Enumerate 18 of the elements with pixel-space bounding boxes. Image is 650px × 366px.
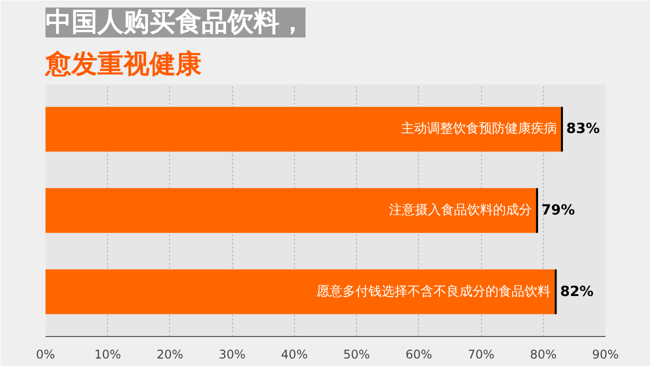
chart-title: 中国人购买食品饮料， bbox=[46, 8, 306, 38]
x-tick-label: 50% bbox=[343, 348, 370, 362]
y-tick-label: 注意摄入食品饮料的成分 bbox=[389, 203, 532, 218]
x-tick-label: 30% bbox=[218, 348, 246, 362]
x-tick-label: 0% bbox=[36, 348, 56, 362]
data-label: 82% bbox=[560, 284, 594, 300]
x-tick-label: 20% bbox=[156, 348, 184, 362]
data-label: 79% bbox=[541, 202, 575, 218]
x-tick-label: 70% bbox=[468, 348, 494, 362]
x-tick-label: 80% bbox=[530, 348, 557, 362]
y-tick-label: 主动调整饮食预防健康疾病 bbox=[400, 120, 557, 137]
chart-subtitle: 愈发重视健康 bbox=[44, 50, 202, 80]
x-tick-label: 90% bbox=[592, 348, 619, 362]
data-label: 83% bbox=[566, 121, 600, 138]
y-tick-label: 愿意多付钱选择不含不良成分的食品饮料 bbox=[316, 284, 551, 300]
x-tick-label: 10% bbox=[94, 348, 122, 362]
x-tick-label: 40% bbox=[281, 348, 308, 362]
x-tick-label: 60% bbox=[405, 348, 432, 362]
